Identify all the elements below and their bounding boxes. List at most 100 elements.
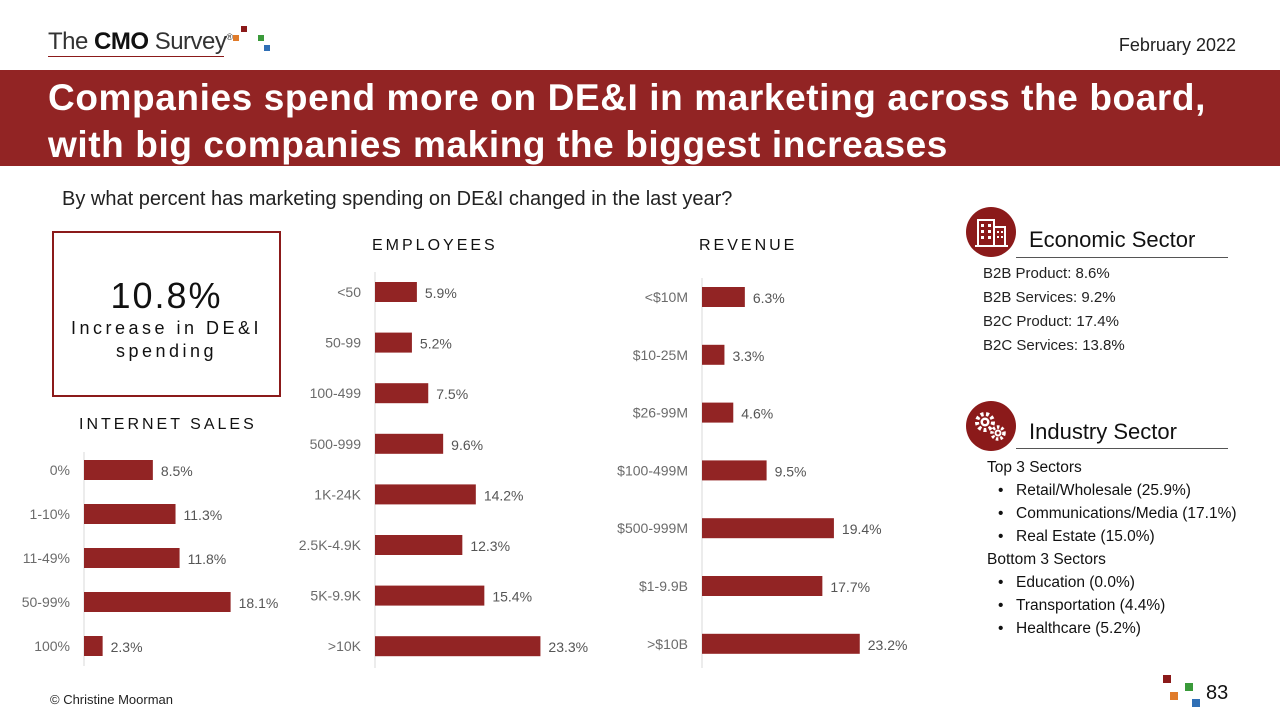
internet-sales-data-label: 2.3% — [111, 639, 143, 655]
employees-category-label: 500-999 — [310, 436, 362, 452]
page-title-line-1: Companies spend more on DE&I in marketin… — [48, 77, 1206, 118]
industry-sector-title: Industry Sector — [1029, 419, 1177, 444]
gears-icon — [966, 401, 1016, 451]
revenue-bar — [702, 344, 725, 365]
employees-bar — [375, 535, 463, 555]
revenue-category-label: $1-9.9B — [639, 578, 688, 594]
revenue-data-label: 4.6% — [741, 406, 773, 422]
revenue-category-label: $500-999M — [617, 520, 688, 536]
internet-sales-data-label: 11.3% — [184, 507, 223, 523]
industry-sector-list: Top 3 Sectors Retail/Wholesale (25.9%) C… — [987, 456, 1237, 640]
employees-category-label: <50 — [337, 284, 361, 300]
employees-category-label: 100-499 — [310, 385, 362, 401]
logo-square-blue — [264, 45, 270, 51]
employees-data-label: 15.4% — [492, 589, 532, 605]
buildings-icon — [966, 207, 1016, 257]
employees-bar — [375, 484, 476, 505]
revenue-category-label: $26-99M — [633, 405, 688, 421]
highlight-label-line-1: Increase in DE&I — [70, 318, 263, 338]
top-sector-item: Real Estate (15.0%) — [987, 525, 1237, 548]
highlight-label-line-2: spending — [115, 341, 218, 361]
footer-square-orange — [1170, 692, 1178, 700]
internet-sales-category-label: 0% — [50, 462, 70, 478]
highlight-label: Increase in DE&I spending — [54, 317, 279, 363]
logo-square-orange — [233, 35, 239, 41]
employees-category-label: 50-99 — [325, 335, 361, 351]
internet-sales-category-label: 11-49% — [23, 550, 70, 566]
employees-category-label: 5K-9.9K — [310, 588, 361, 604]
revenue-data-label: 23.2% — [868, 637, 908, 653]
employees-bar — [375, 636, 541, 657]
revenue-data-label: 17.7% — [830, 579, 870, 595]
logo-square-green — [258, 35, 264, 41]
copyright: © Christine Moorman — [50, 692, 174, 707]
employees-bar — [375, 585, 485, 606]
page-number: 83 — [1206, 682, 1229, 704]
employees-bar — [375, 282, 417, 302]
employees-category-label: 2.5K-4.9K — [299, 537, 362, 553]
revenue-category-label: >$10B — [647, 636, 688, 652]
employees-category-label: 1K-24K — [314, 486, 361, 502]
revenue-category-label: <$10M — [645, 289, 688, 305]
revenue-data-label: 9.5% — [775, 463, 807, 479]
report-date: February 2022 — [1118, 35, 1236, 55]
bottom-sector-item: Transportation (4.4%) — [987, 594, 1237, 617]
revenue-category-label: $100-499M — [617, 462, 688, 478]
employees-bar — [375, 433, 444, 454]
revenue-bar — [702, 576, 823, 596]
title-banner — [0, 70, 1280, 166]
internet-sales-chart-title: INTERNET SALES — [79, 416, 257, 433]
logo-square-red — [241, 26, 247, 32]
industry-sector-rule — [1016, 448, 1228, 449]
employees-data-label: 5.9% — [425, 285, 457, 301]
logo-text: The CMO Survey® — [48, 28, 233, 55]
page-title: Companies spend more on DE&I in marketin… — [48, 74, 1248, 168]
internet-sales-category-label: 50-99% — [22, 594, 70, 610]
footer-square-green — [1185, 683, 1193, 691]
internet-sales-bar — [84, 636, 103, 656]
employees-data-label: 23.3% — [548, 639, 588, 655]
employees-bar — [375, 332, 412, 353]
footer-square-red — [1163, 675, 1171, 683]
revenue-bar — [702, 518, 834, 539]
economic-sector-rule — [1016, 257, 1228, 258]
revenue-data-label: 6.3% — [753, 290, 785, 306]
internet-sales-data-label: 11.8% — [188, 551, 227, 567]
employees-chart-title: EMPLOYEES — [372, 237, 498, 254]
internet-sales-category-label: 1-10% — [30, 506, 70, 522]
internet-sales-bar — [84, 548, 180, 568]
revenue-bar — [702, 460, 767, 481]
revenue-bar — [702, 402, 734, 423]
employees-data-label: 9.6% — [451, 437, 483, 453]
economic-sector-title: Economic Sector — [1029, 227, 1196, 252]
employees-data-label: 5.2% — [420, 336, 452, 352]
survey-question: By what percent has marketing spending o… — [62, 188, 733, 210]
internet-sales-bar — [84, 504, 176, 524]
bottom-sector-item: Education (0.0%) — [987, 571, 1237, 594]
economic-sector-list: B2B Product: 8.6% B2B Services: 9.2% B2C… — [983, 262, 1125, 358]
economic-sector-item: B2C Services: 13.8% — [983, 337, 1125, 354]
internet-sales-bar — [84, 592, 231, 612]
economic-sector-item: B2C Product: 17.4% — [983, 313, 1119, 330]
revenue-bar — [702, 287, 745, 307]
employees-data-label: 14.2% — [484, 487, 524, 503]
bottom-sector-item: Healthcare (5.2%) — [987, 617, 1237, 640]
top-sector-item: Communications/Media (17.1%) — [987, 502, 1237, 525]
internet-sales-bar — [84, 460, 153, 480]
internet-sales-category-label: 100% — [34, 638, 70, 654]
economic-sector-item: B2B Product: 8.6% — [983, 265, 1110, 282]
internet-sales-data-label: 8.5% — [161, 463, 193, 479]
employees-category-label: >10K — [328, 638, 362, 654]
internet-sales-data-label: 18.1% — [239, 595, 279, 611]
top-sectors-label: Top 3 Sectors — [987, 459, 1082, 476]
logo-underline — [48, 56, 224, 57]
revenue-bar — [702, 633, 860, 654]
footer-square-blue — [1192, 699, 1200, 707]
revenue-category-label: $10-25M — [633, 347, 688, 363]
revenue-chart-title: REVENUE — [699, 237, 798, 254]
highlight-box: 10.8% Increase in DE&I spending — [52, 231, 281, 397]
top-sector-item: Retail/Wholesale (25.9%) — [987, 479, 1237, 502]
employees-data-label: 7.5% — [436, 386, 468, 402]
revenue-data-label: 3.3% — [732, 348, 764, 364]
